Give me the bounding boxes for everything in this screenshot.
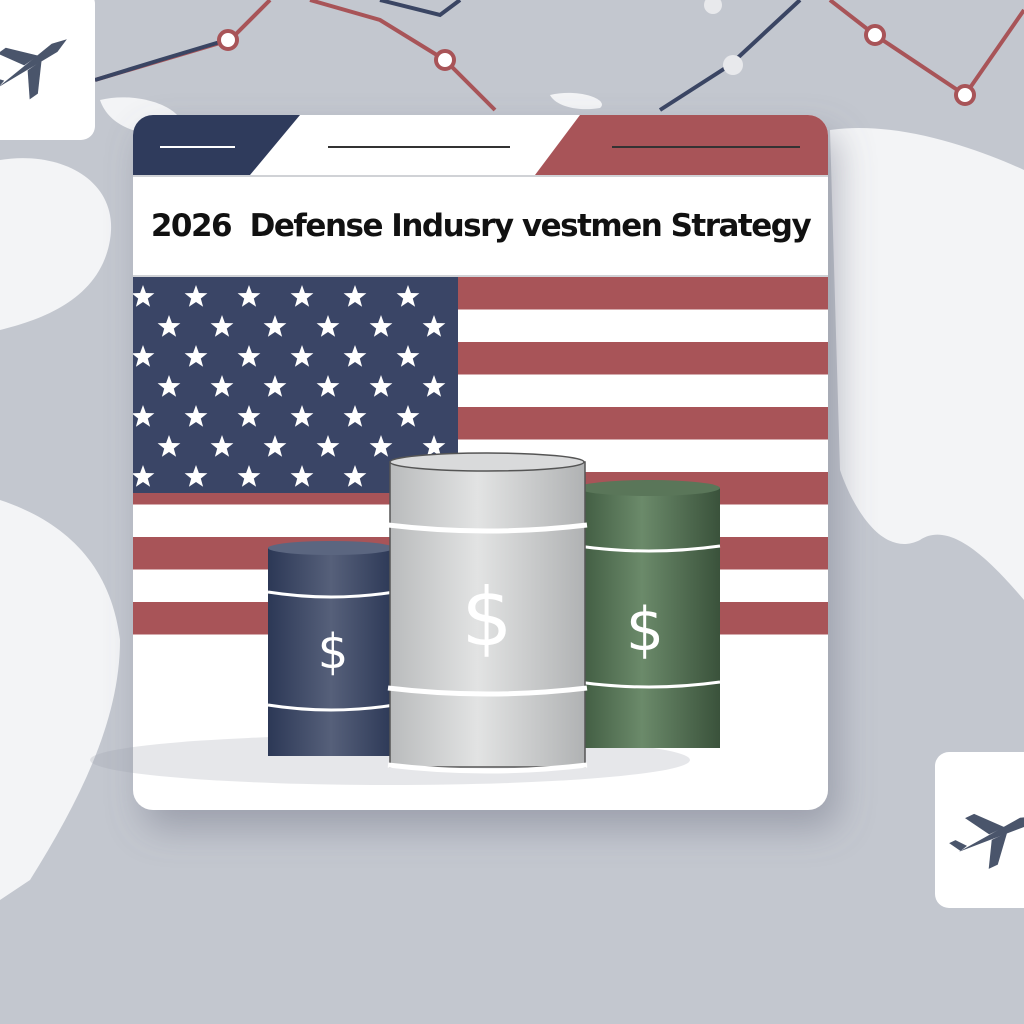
star-icon xyxy=(316,435,340,457)
dollar-sign-icon: $ xyxy=(318,624,349,680)
star-icon xyxy=(157,315,181,337)
star-icon xyxy=(133,345,155,367)
star-icon xyxy=(237,405,261,427)
star-icon xyxy=(369,375,393,397)
world-map xyxy=(0,92,1024,900)
star-icon xyxy=(343,345,367,367)
star-icon xyxy=(263,435,287,457)
star-icon xyxy=(237,285,261,307)
star-icon xyxy=(157,375,181,397)
star-icon xyxy=(343,285,367,307)
chart-point xyxy=(434,49,456,71)
star-icon xyxy=(290,345,314,367)
star-icon xyxy=(237,465,261,487)
star-icon xyxy=(369,435,393,457)
star-icon xyxy=(210,315,234,337)
chart-point xyxy=(723,55,743,75)
card-header-band xyxy=(133,115,828,177)
trend-lines xyxy=(94,0,1024,112)
card-title: 2026 Defense Indusry vestmen Strategy xyxy=(150,208,812,244)
star-icon xyxy=(343,465,367,487)
star-icon xyxy=(396,405,420,427)
star-icon xyxy=(263,315,287,337)
star-icon xyxy=(290,405,314,427)
top-left-tile xyxy=(0,0,95,140)
star-icon xyxy=(157,435,181,457)
dollar-sign-icon: $ xyxy=(626,595,664,665)
star-icon xyxy=(369,315,393,337)
barrel-silver: $ xyxy=(387,452,588,774)
star-icon xyxy=(316,375,340,397)
star-icon xyxy=(263,375,287,397)
star-icon xyxy=(290,465,314,487)
chart-point xyxy=(704,0,722,14)
bottom-right-tile xyxy=(935,752,1024,908)
star-icon xyxy=(210,435,234,457)
star-icon xyxy=(133,285,155,307)
barrels: $ $ $ xyxy=(90,452,721,785)
fighter-jet-icon xyxy=(0,39,67,100)
star-icon xyxy=(316,315,340,337)
star-icon xyxy=(184,285,208,307)
star-icon xyxy=(396,345,420,367)
star-icon xyxy=(422,435,446,457)
barrel-green: $ xyxy=(577,480,721,748)
chart-point xyxy=(864,24,886,46)
star-icon xyxy=(343,405,367,427)
star-icon xyxy=(184,405,208,427)
dollar-sign-icon: $ xyxy=(462,571,513,664)
star-icon xyxy=(184,465,208,487)
star-icon xyxy=(290,285,314,307)
star-icon xyxy=(422,315,446,337)
fighter-jet-icon xyxy=(949,813,1024,869)
star-icon xyxy=(210,375,234,397)
chart-point xyxy=(217,29,239,51)
star-icon xyxy=(133,465,155,487)
star-icon xyxy=(422,375,446,397)
star-icon xyxy=(396,285,420,307)
chart-point xyxy=(954,84,976,106)
star-icon xyxy=(184,345,208,367)
star-icon xyxy=(237,345,261,367)
star-icon xyxy=(133,405,155,427)
